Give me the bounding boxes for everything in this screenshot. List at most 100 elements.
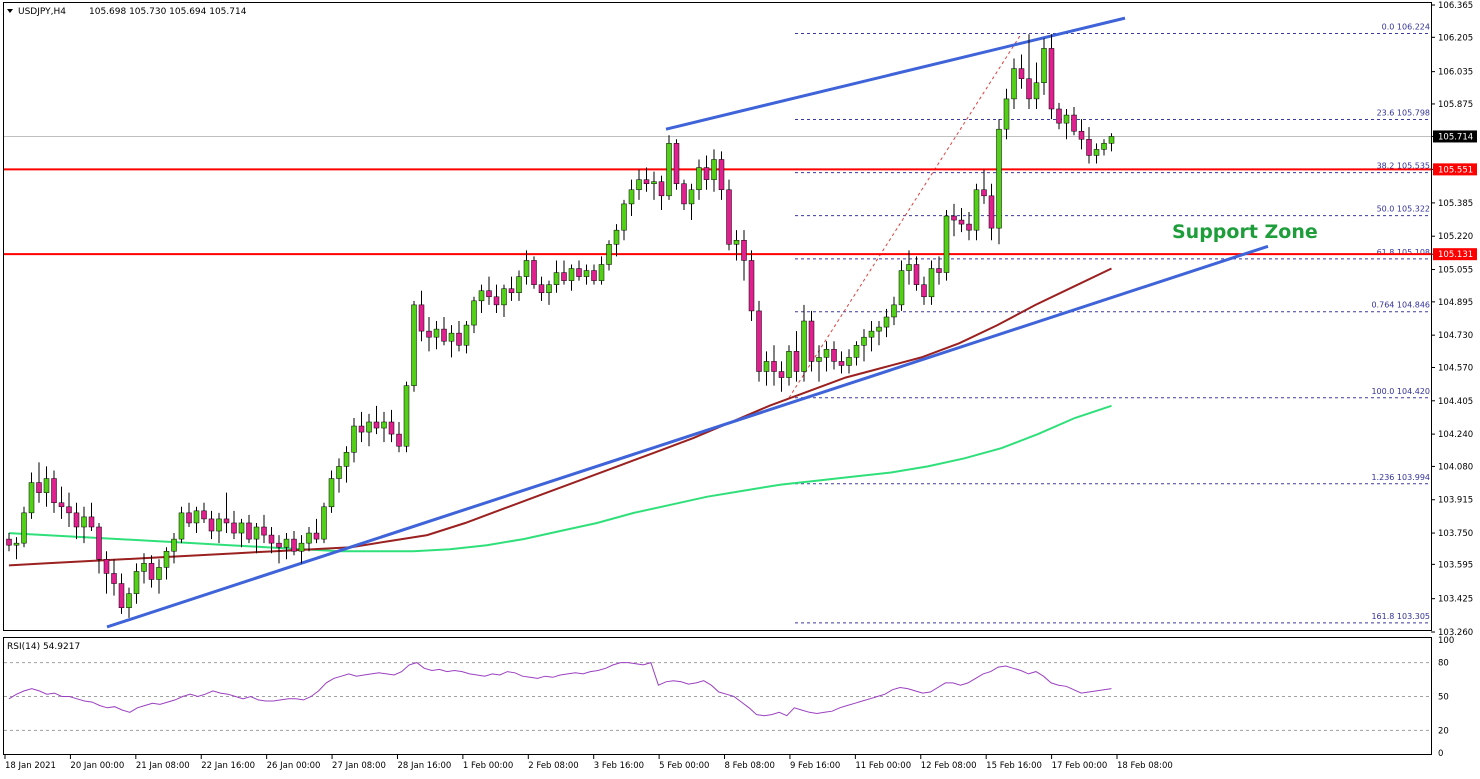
rsi-label: RSI(14) 54.9217 bbox=[7, 642, 80, 652]
bear-candle bbox=[508, 288, 515, 294]
bear-candle bbox=[388, 421, 395, 435]
bull-candle bbox=[336, 466, 342, 479]
bull-candle bbox=[216, 518, 222, 532]
price-axis: 106.365 106.205 106.035 105.875 105.714 105.5… bbox=[1431, 1, 1477, 638]
time-axis: 18 Jan 2021 20 Jan 00:00 21 Jan 08:00 22 Ja… bbox=[4, 755, 1173, 771]
bull-candle bbox=[861, 336, 867, 346]
bull-candle bbox=[898, 270, 905, 306]
time-tick-label: 17 Feb 00:00 bbox=[1052, 761, 1108, 771]
price-tick-label: 106.035 bbox=[1438, 68, 1473, 78]
bear-candle bbox=[771, 361, 777, 372]
bull-candle bbox=[1011, 68, 1017, 100]
bull-candle bbox=[381, 421, 387, 429]
time-tick-label: 28 Jan 16:00 bbox=[397, 761, 451, 771]
bull-candle bbox=[126, 593, 132, 609]
bull-candle bbox=[928, 268, 935, 298]
bear-candle bbox=[373, 421, 380, 429]
bear-candle bbox=[6, 538, 12, 546]
rsi-tick-label: 20 bbox=[1438, 726, 1449, 736]
bear-candle bbox=[358, 425, 365, 433]
rsi-line bbox=[8, 661, 1112, 717]
bear-candle bbox=[703, 167, 710, 180]
bull-candle bbox=[598, 264, 605, 281]
rsi-indicator: 100 80 50 20 0 bbox=[4, 636, 1454, 759]
rsi-tick-label: 0 bbox=[1438, 749, 1443, 759]
bear-candle bbox=[456, 332, 462, 346]
current-price-box bbox=[1433, 130, 1477, 143]
dropdown-triangle-icon[interactable] bbox=[7, 9, 13, 13]
bull-candle bbox=[1033, 82, 1040, 100]
bear-candle bbox=[313, 532, 320, 540]
bear-candle bbox=[988, 195, 995, 229]
bull-candle bbox=[613, 229, 620, 245]
price-tick-label: 105.220 bbox=[1438, 232, 1473, 242]
bear-candle bbox=[418, 304, 425, 332]
price-tick-label: 104.080 bbox=[1438, 462, 1473, 472]
fib-level-label: 0.764 104.846 bbox=[1371, 301, 1430, 310]
support-zone-annotation: Support Zone bbox=[1172, 221, 1318, 243]
price-tick-label: 103.750 bbox=[1438, 529, 1473, 539]
bull-candle bbox=[1003, 98, 1010, 130]
bull-candle bbox=[13, 542, 20, 546]
time-tick-label: 18 Jan 2021 bbox=[5, 761, 56, 771]
bull-candle bbox=[891, 304, 897, 318]
bull-candle bbox=[786, 351, 792, 378]
bear-candle bbox=[486, 290, 492, 298]
candles bbox=[6, 34, 1115, 618]
bear-candle bbox=[561, 272, 567, 281]
bull-candle bbox=[651, 181, 657, 184]
bull-candle bbox=[516, 276, 522, 294]
time-tick-label: 9 Feb 16:00 bbox=[790, 761, 840, 771]
bear-candle bbox=[741, 240, 747, 261]
price-tick-label: 104.895 bbox=[1438, 298, 1473, 308]
bull-candle bbox=[133, 571, 140, 594]
bull-candle bbox=[523, 260, 530, 277]
ohlc-values: 105.698 105.730 105.694 105.714 bbox=[89, 7, 247, 17]
bear-candle bbox=[186, 512, 192, 524]
bear-candle bbox=[396, 433, 402, 447]
bear-candle bbox=[51, 478, 57, 504]
bear-candle bbox=[538, 284, 545, 294]
bear-candle bbox=[1026, 78, 1032, 100]
level-price-label: 105.131 bbox=[1438, 250, 1473, 260]
price-tick-label: 103.260 bbox=[1438, 628, 1473, 638]
bear-candle bbox=[576, 268, 582, 277]
bull-candle bbox=[141, 563, 147, 572]
time-tick-label: 12 Feb 08:00 bbox=[921, 761, 977, 771]
bear-candle bbox=[96, 526, 102, 560]
time-tick-label: 2 Feb 08:00 bbox=[528, 761, 578, 771]
bear-candle bbox=[276, 542, 282, 548]
price-tick-label: 104.570 bbox=[1438, 363, 1473, 373]
bull-candle bbox=[433, 328, 440, 338]
time-tick-label: 21 Jan 08:00 bbox=[136, 761, 190, 771]
bear-candle bbox=[1078, 130, 1085, 140]
bear-candle bbox=[36, 482, 42, 493]
resistance-trendline bbox=[665, 16, 1126, 131]
bear-candle bbox=[808, 320, 815, 362]
bear-candle bbox=[831, 349, 837, 362]
bear-candle bbox=[261, 526, 267, 536]
bull-candle bbox=[321, 506, 327, 540]
bear-candle bbox=[66, 506, 72, 514]
horizontal-levels bbox=[4, 168, 1431, 256]
bear-candle bbox=[208, 518, 215, 532]
bull-candle bbox=[853, 345, 860, 358]
bear-candle bbox=[591, 270, 597, 281]
bear-candle bbox=[231, 522, 237, 534]
symbol-label: USDJPY,H4 bbox=[18, 7, 66, 17]
bear-candle bbox=[103, 559, 110, 574]
bear-candle bbox=[756, 310, 762, 372]
bear-candle bbox=[793, 351, 800, 372]
bear-candle bbox=[268, 534, 275, 544]
fib-level-label: 161.8 103.305 bbox=[1371, 612, 1430, 621]
fib-level-label: 61.8 105.108 bbox=[1377, 248, 1430, 257]
bull-candle bbox=[1063, 114, 1070, 124]
bull-candle bbox=[973, 189, 980, 231]
price-tick-label: 104.405 bbox=[1438, 397, 1473, 407]
bull-candle bbox=[1093, 149, 1100, 156]
price-tick-label: 104.730 bbox=[1438, 331, 1473, 341]
price-tick-label: 103.595 bbox=[1438, 560, 1473, 570]
level-price-box bbox=[1433, 163, 1477, 176]
